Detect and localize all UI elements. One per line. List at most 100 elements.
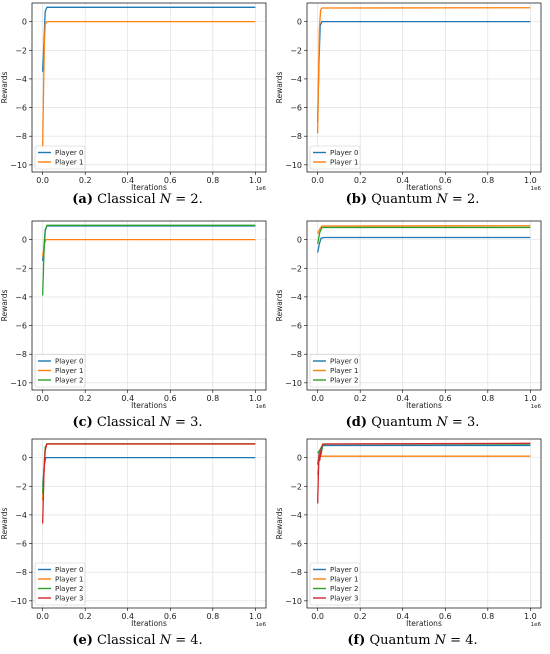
y-tick-label: −4 <box>15 511 27 520</box>
caption-c: (c) Classical N = 3. <box>0 415 275 430</box>
legend-label-player-1: Player 1 <box>55 576 83 584</box>
x-tick-label: 0.0 <box>311 394 324 403</box>
y-tick-label: −2 <box>15 482 27 491</box>
y-tick-label: −10 <box>10 597 27 606</box>
y-tick-label: 0 <box>22 236 27 245</box>
x-tick-label: 0.8 <box>206 394 219 403</box>
series-line-player-1 <box>41 20 256 148</box>
legend-box <box>309 145 361 170</box>
series-line-player-2 <box>41 224 256 296</box>
y-tick-label: 0 <box>297 18 302 27</box>
x-tick-label: 0.4 <box>396 176 409 185</box>
caption-f: (f) Quantum N = 4. <box>275 633 550 648</box>
chart-panel-f: 0.0 0.2 0.4 0.6 0.8 1.0 −10 −8 −6 −4 −2 0 Iterations… <box>275 438 542 628</box>
legend-label-player-1: Player 1 <box>330 367 358 375</box>
x-axis-label: Iterations <box>131 401 167 410</box>
y-tick-label: 0 <box>22 18 27 27</box>
x-tick-label: 1.0 <box>524 176 537 185</box>
x-axis-label: Iterations <box>406 401 442 410</box>
legend-label-player-3: Player 3 <box>330 595 358 603</box>
y-tick-label: −6 <box>290 540 302 549</box>
series-line-player-3 <box>41 443 256 524</box>
x-tick-label: 0.2 <box>79 176 92 185</box>
plot-frame <box>306 220 542 391</box>
caption-n: N <box>159 192 172 207</box>
x-axis-label: Iterations <box>131 183 167 192</box>
series-line-player-1 <box>316 455 531 475</box>
y-axis-label: Rewards <box>275 71 284 103</box>
x-tick-label: 0.2 <box>79 612 92 621</box>
legend-label-player-2: Player 2 <box>55 585 83 593</box>
x-scale-note: 1e6 <box>256 404 267 410</box>
x-tick-label: 0.4 <box>396 394 409 403</box>
x-scale-note: 1e6 <box>256 186 267 192</box>
legend-label-player-1: Player 1 <box>330 576 358 584</box>
caption-label: (e) <box>72 633 93 648</box>
x-tick-label: 0.0 <box>311 612 324 621</box>
y-tick-label: −10 <box>285 597 302 606</box>
x-scale-note: 1e6 <box>531 186 542 192</box>
caption-label: (a) <box>72 192 93 207</box>
legend-box <box>34 145 86 170</box>
x-scale-note: 1e6 <box>531 622 542 628</box>
legend-box <box>309 562 361 606</box>
y-tick-label: 0 <box>297 236 302 245</box>
series-line-player-3 <box>316 442 531 504</box>
caption-n: N <box>159 633 172 648</box>
series-group <box>317 225 531 253</box>
y-axis-label: Rewards <box>275 289 284 321</box>
caption-b: (b) Quantum N = 2. <box>275 192 550 207</box>
x-tick-label: 0.6 <box>164 176 177 185</box>
legend-box <box>309 354 361 388</box>
x-tick-label: 0.2 <box>354 176 367 185</box>
y-tick-label: −4 <box>290 511 302 520</box>
caption-d: (d) Quantum N = 3. <box>275 415 550 430</box>
legend: Player 0 Player 1 <box>309 145 361 170</box>
chart-panel-c: 0.0 0.2 0.4 0.6 0.8 1.0 −10 −8 −6 −4 −2 0 Iterations… <box>0 220 267 410</box>
plot-frame <box>31 2 267 173</box>
legend-label-player-2: Player 2 <box>330 377 358 385</box>
y-axis-label: Rewards <box>0 71 9 103</box>
y-tick-label: −8 <box>290 568 302 577</box>
caption-n: N <box>436 192 448 207</box>
legend-box <box>34 354 86 388</box>
y-tick-label: −6 <box>290 104 302 113</box>
plot-frame <box>31 438 267 609</box>
x-axis-label: Iterations <box>131 619 167 628</box>
caption-label: (c) <box>72 415 93 430</box>
legend-label-player-2: Player 2 <box>55 377 83 385</box>
legend-label-player-1: Player 1 <box>55 367 83 375</box>
caption-n: N <box>436 415 448 430</box>
y-tick-label: −6 <box>15 322 27 331</box>
caption-text: Quantum <box>367 415 437 430</box>
y-tick-label: −6 <box>290 322 302 331</box>
y-tick-label: −8 <box>290 132 302 141</box>
legend-label-player-2: Player 2 <box>330 585 358 593</box>
series-line-player-1 <box>317 225 531 235</box>
legend-label-player-1: Player 1 <box>55 159 83 167</box>
caption-eq: = 3. <box>170 415 203 430</box>
y-tick-label: −10 <box>285 161 302 170</box>
x-tick-label: 0.4 <box>121 176 134 185</box>
caption-n: N <box>159 415 171 430</box>
x-axis-label: Iterations <box>406 619 442 628</box>
x-tick-label: 0.4 <box>121 394 134 403</box>
y-tick-label: −6 <box>15 104 27 113</box>
y-tick-label: −8 <box>15 350 27 359</box>
x-tick-label: 1.0 <box>249 176 262 185</box>
caption-text: Quantum <box>365 633 435 648</box>
plot-frame <box>306 2 542 173</box>
caption-a: (a) Classical N = 2. <box>0 192 275 207</box>
plot-frame <box>306 438 542 609</box>
x-tick-label: 0.2 <box>354 394 367 403</box>
x-tick-label: 0.4 <box>396 612 409 621</box>
caption-text: Quantum <box>367 192 437 207</box>
caption-label: (d) <box>345 415 368 430</box>
caption-eq: = 2. <box>171 192 203 207</box>
legend-label-player-0: Player 0 <box>330 566 358 574</box>
caption-eq: = 3. <box>447 415 480 430</box>
x-tick-label: 1.0 <box>249 394 262 403</box>
